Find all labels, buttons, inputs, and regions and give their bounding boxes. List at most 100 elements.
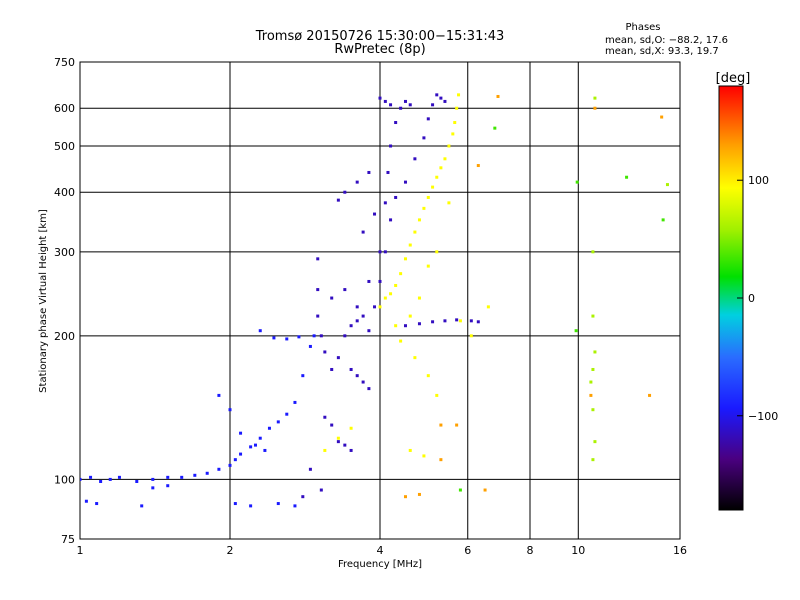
data-point bbox=[417, 218, 421, 222]
data-point bbox=[574, 329, 578, 333]
data-point bbox=[361, 314, 365, 318]
data-point bbox=[355, 305, 359, 309]
x-tick-label: 2 bbox=[227, 544, 234, 557]
data-point bbox=[285, 412, 289, 416]
phases-mean-x: mean, sd,X: 93.3, 19.7 bbox=[605, 46, 719, 57]
data-point bbox=[386, 170, 390, 174]
data-point bbox=[205, 471, 209, 475]
data-point bbox=[378, 96, 382, 100]
data-point bbox=[319, 334, 323, 338]
data-point bbox=[336, 440, 340, 444]
data-point bbox=[591, 408, 595, 412]
data-point bbox=[476, 320, 480, 324]
data-point bbox=[431, 103, 435, 107]
data-point bbox=[435, 93, 439, 97]
x-tick-label: 16 bbox=[673, 544, 687, 557]
data-point bbox=[89, 475, 93, 479]
data-point bbox=[435, 393, 439, 397]
data-point bbox=[263, 448, 267, 452]
data-point bbox=[408, 448, 412, 452]
y-tick-label: 600 bbox=[54, 102, 75, 115]
y-tick-label: 300 bbox=[54, 246, 75, 259]
data-point bbox=[272, 336, 276, 340]
data-point bbox=[336, 356, 340, 360]
data-point bbox=[493, 126, 497, 130]
data-point bbox=[84, 499, 88, 503]
colorbar-tick-label: −100 bbox=[748, 410, 778, 423]
y-tick-labels: 75 100 200 300 400 500 600 750 bbox=[54, 56, 75, 546]
data-point bbox=[378, 250, 382, 254]
data-point bbox=[403, 324, 407, 328]
data-point bbox=[301, 374, 305, 378]
data-point bbox=[135, 479, 139, 483]
chart-subtitle: RwPretec (8p) bbox=[334, 42, 425, 57]
data-point bbox=[591, 458, 595, 462]
data-point bbox=[486, 305, 490, 309]
data-point bbox=[422, 206, 426, 210]
data-point bbox=[319, 488, 323, 492]
data-point bbox=[383, 296, 387, 300]
data-point bbox=[394, 283, 398, 287]
data-point bbox=[378, 305, 382, 309]
data-point bbox=[323, 448, 327, 452]
data-point bbox=[239, 431, 243, 435]
data-point bbox=[426, 117, 430, 121]
data-point bbox=[293, 504, 297, 508]
data-point bbox=[330, 367, 334, 371]
data-point bbox=[308, 467, 312, 471]
data-point bbox=[373, 212, 377, 216]
data-point bbox=[431, 185, 435, 189]
data-point bbox=[593, 106, 597, 110]
data-point bbox=[330, 296, 334, 300]
data-point bbox=[349, 367, 353, 371]
data-point bbox=[439, 423, 443, 427]
y-axis-label: Stationary phase Virtual Height [km] bbox=[38, 209, 49, 393]
data-point bbox=[258, 329, 262, 333]
data-point bbox=[233, 502, 237, 506]
data-point bbox=[117, 475, 121, 479]
data-point bbox=[451, 132, 455, 136]
data-point bbox=[343, 288, 347, 292]
data-point bbox=[591, 314, 595, 318]
data-point bbox=[323, 415, 327, 419]
data-point bbox=[455, 318, 459, 322]
data-point bbox=[589, 393, 593, 397]
data-point bbox=[355, 374, 359, 378]
data-point bbox=[276, 420, 280, 424]
data-point bbox=[439, 458, 443, 462]
data-point bbox=[593, 350, 597, 354]
data-point bbox=[431, 320, 435, 324]
phases-mean-o: mean, sd,O: −88.2, 17.6 bbox=[605, 35, 728, 46]
data-point bbox=[483, 488, 487, 492]
data-point bbox=[399, 339, 403, 343]
data-point bbox=[422, 136, 426, 140]
data-point bbox=[648, 393, 652, 397]
data-point bbox=[426, 195, 430, 199]
data-point bbox=[426, 374, 430, 378]
x-tick-label: 4 bbox=[377, 544, 384, 557]
data-point bbox=[151, 486, 155, 490]
x-tick-label: 6 bbox=[464, 544, 471, 557]
data-point bbox=[389, 292, 393, 296]
colorbar-ticks: 100 0 −100 bbox=[737, 174, 778, 423]
data-point bbox=[323, 350, 327, 354]
data-point bbox=[355, 319, 359, 323]
data-point bbox=[458, 319, 462, 323]
x-tick-label: 8 bbox=[527, 544, 534, 557]
data-point bbox=[575, 180, 579, 184]
data-point bbox=[378, 279, 382, 283]
data-point bbox=[180, 475, 184, 479]
data-point bbox=[439, 166, 443, 170]
data-point bbox=[249, 445, 253, 449]
data-point bbox=[343, 190, 347, 194]
data-point bbox=[193, 473, 197, 477]
data-point bbox=[455, 423, 459, 427]
data-point bbox=[496, 94, 500, 98]
data-point bbox=[625, 175, 629, 179]
data-point bbox=[373, 305, 377, 309]
x-tick-label: 10 bbox=[571, 544, 585, 557]
data-point bbox=[285, 337, 289, 341]
data-point bbox=[408, 314, 412, 318]
data-point bbox=[301, 495, 305, 499]
